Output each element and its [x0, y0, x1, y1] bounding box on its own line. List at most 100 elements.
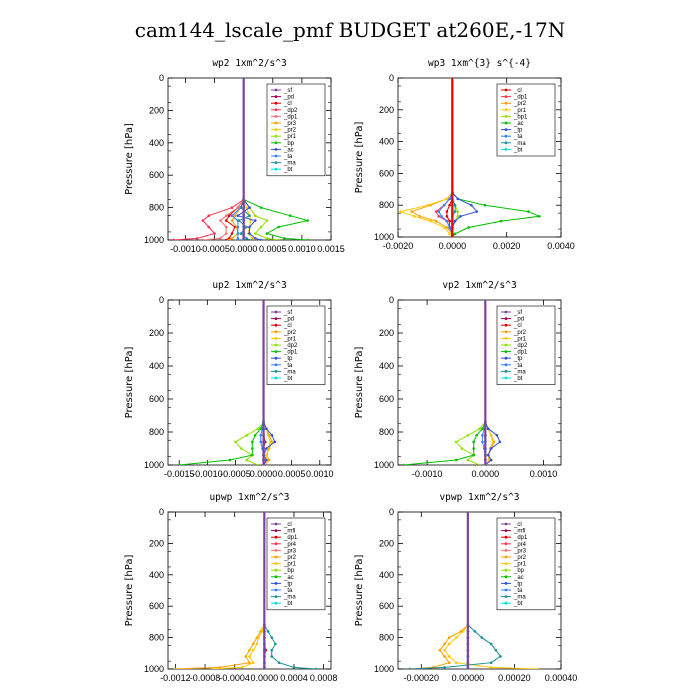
series-point: [227, 238, 231, 240]
legend-label: _pr3: [513, 548, 527, 554]
legend-marker: [274, 575, 278, 579]
series-point: [445, 215, 449, 218]
legend-marker: [504, 88, 508, 92]
series-point: [236, 206, 240, 209]
legend-marker: [274, 141, 278, 145]
legend-marker: [504, 555, 508, 559]
y-tick-label: 800: [379, 200, 394, 210]
series-point: [270, 434, 274, 437]
series-point: [254, 237, 257, 240]
series-point: [224, 238, 228, 240]
series-point: [445, 219, 449, 223]
series-point: [466, 458, 470, 462]
series-point: [265, 219, 269, 222]
series-point: [489, 434, 493, 437]
legend-marker: [274, 337, 278, 340]
series-point: [454, 440, 458, 444]
series-point: [265, 232, 269, 235]
series-point: [443, 655, 446, 658]
series-point: [472, 440, 475, 444]
y-tick-label: 1000: [374, 664, 394, 674]
legend-label: _cl: [513, 323, 522, 329]
series-point: [437, 210, 441, 213]
series-group: [398, 78, 542, 237]
y-tick-label: 400: [149, 138, 164, 148]
series-point: [434, 210, 438, 213]
series-point: [248, 648, 251, 652]
legend-marker: [504, 535, 508, 539]
series-point: [248, 238, 251, 240]
series-point: [277, 238, 280, 240]
series-point: [475, 210, 479, 213]
series-point: [499, 655, 502, 658]
legend-label: _cl: [513, 522, 522, 528]
series-point: [274, 642, 277, 646]
y-axis-label: Pressure [hPa]: [354, 555, 365, 627]
series-point: [201, 238, 205, 240]
legend-label: _dp1: [283, 114, 298, 120]
series-point: [499, 219, 503, 223]
series-point: [456, 215, 460, 218]
y-tick-label: 800: [379, 427, 394, 437]
series-point: [314, 667, 318, 669]
series-point: [265, 447, 268, 450]
series-point: [259, 440, 263, 444]
legend-marker: [274, 370, 278, 373]
legend-marker: [504, 350, 508, 353]
series-point: [447, 642, 451, 646]
series-point: [207, 214, 211, 217]
x-tick-label: 0.0010: [530, 469, 558, 479]
series-point: [486, 427, 490, 431]
x-tick-label: 0.0000: [472, 469, 500, 479]
series-point: [489, 666, 493, 669]
series-point: [254, 214, 257, 217]
legend-marker: [274, 161, 278, 165]
series-point: [265, 453, 269, 457]
legend-label: _ta: [283, 588, 293, 594]
series-point: [251, 642, 255, 646]
legend-marker: [504, 542, 508, 546]
x-tick-label: 0.0010: [288, 244, 316, 254]
y-tick-label: 200: [379, 538, 394, 548]
series-point: [219, 219, 222, 222]
chart-title: vp2 1xm^2/s^3: [442, 280, 516, 291]
x-tick-label: 0.00040: [545, 673, 578, 683]
series-point: [248, 232, 251, 235]
legend-label: _sf: [513, 310, 522, 316]
legend-label: _bp: [283, 141, 295, 147]
y-axis-label: Pressure [hPa]: [354, 122, 365, 194]
series-point: [239, 206, 243, 209]
series-point: [489, 447, 493, 450]
legend-marker: [274, 148, 278, 151]
legend-marker: [274, 555, 278, 559]
x-tick-label: -0.0010: [170, 244, 201, 254]
series-point: [248, 225, 251, 229]
series-point: [454, 458, 458, 462]
y-tick-label: 200: [149, 105, 164, 115]
series-point: [237, 219, 241, 222]
y-tick-label: 0: [389, 507, 394, 517]
x-tick-label: 0.0010: [306, 469, 334, 479]
series-point: [245, 206, 248, 209]
series-point: [483, 203, 487, 207]
series-line-pr1: [484, 300, 494, 465]
y-axis-label: Pressure [hPa]: [124, 347, 135, 419]
series-point: [244, 655, 248, 658]
series-point: [494, 648, 498, 652]
series-point: [466, 434, 470, 437]
series-line-dp2: [455, 300, 486, 465]
legend-marker: [504, 310, 508, 314]
series-point: [265, 427, 268, 431]
series-line-pr1: [443, 512, 538, 669]
series-point: [265, 237, 269, 240]
series-point: [536, 667, 540, 669]
x-tick-label: -0.0005: [220, 469, 251, 479]
legend-marker: [504, 549, 508, 552]
y-tick-label: 600: [379, 601, 394, 611]
series-point: [429, 219, 432, 223]
series-point: [251, 648, 255, 652]
series-point: [292, 666, 296, 669]
series-point: [230, 237, 234, 240]
legend-marker: [504, 134, 508, 138]
